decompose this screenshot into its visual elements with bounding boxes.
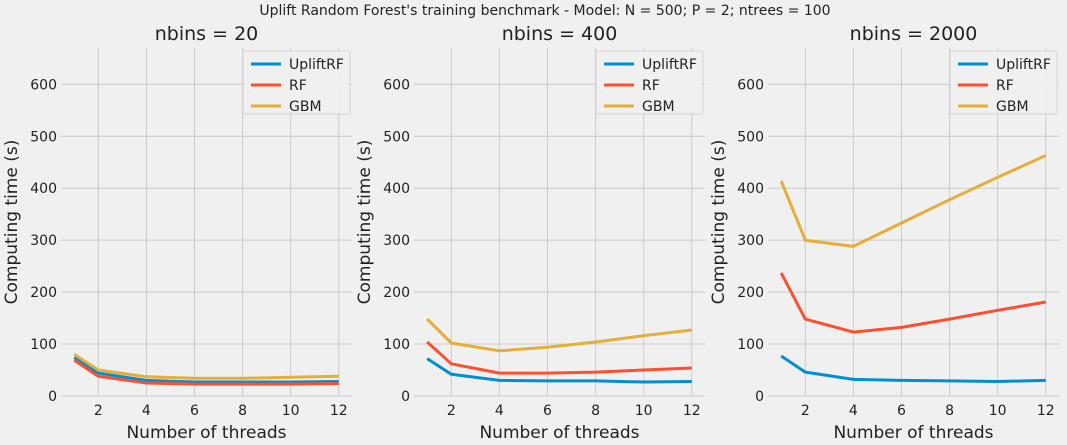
x-tick-label: 10 (282, 403, 300, 419)
x-tick-label: 8 (238, 403, 247, 419)
x-tick-label: 12 (1037, 403, 1055, 419)
y-tick-label: 400 (30, 181, 57, 197)
chart-panel-2: 0 100 200 300 400 500 600 2 4 6 8 10 12 nbins = 400 Nu… (355, 23, 705, 443)
x-axis-label: Number of threads (126, 423, 286, 443)
legend-label-upliftrf: UpliftRF (996, 57, 1051, 73)
y-tick-label: 400 (383, 181, 410, 197)
y-tick-label: 100 (737, 337, 764, 353)
legend-label-rf: RF (289, 78, 307, 94)
series-line-rf (73, 358, 339, 386)
series-line-upliftrf (780, 354, 1046, 383)
x-tick-label: 10 (635, 403, 653, 419)
series-line-gbm (779, 154, 1047, 248)
y-tick-label: 600 (30, 77, 57, 93)
x-axis-label: Number of threads (479, 423, 639, 443)
figure-suptitle: Uplift Random Forest's training benchmar… (259, 3, 830, 19)
y-tick-label: 0 (48, 389, 57, 405)
y-tick-label: 300 (383, 233, 410, 249)
x-tick-label: 8 (591, 403, 600, 419)
x-tick-label: 12 (683, 403, 701, 419)
legend-label-gbm: GBM (642, 99, 675, 115)
chart-panel-3: 0 100 200 300 400 500 600 2 4 6 8 10 12 nbins = 2000 N… (709, 23, 1059, 443)
y-tick-label: 0 (755, 389, 764, 405)
x-tick-label: 2 (447, 403, 456, 419)
y-axis-label: Computing time (s) (2, 140, 22, 305)
legend-label-upliftrf: UpliftRF (642, 57, 697, 73)
y-tick-label: 300 (30, 233, 57, 249)
y-tick-label: 200 (737, 285, 764, 301)
legend: UpliftRF RF GBM (595, 50, 704, 115)
series-line-upliftrf (73, 356, 339, 384)
legend-label-upliftrf: UpliftRF (289, 57, 344, 73)
series-line-rf (779, 272, 1047, 334)
x-tick-label: 4 (849, 403, 858, 419)
series-line-rf (426, 340, 692, 375)
x-tick-label: 2 (94, 403, 103, 419)
chart-title: nbins = 400 (502, 23, 618, 45)
x-tick-label: 10 (989, 403, 1007, 419)
series-line-upliftrf (426, 357, 692, 384)
x-tick-label: 8 (945, 403, 954, 419)
legend-label-gbm: GBM (289, 99, 322, 115)
y-tick-label: 200 (30, 285, 57, 301)
y-tick-label: 0 (401, 389, 410, 405)
legend-box (595, 50, 704, 115)
y-tick-label: 300 (737, 233, 764, 249)
y-tick-label: 100 (383, 337, 410, 353)
y-tick-label: 200 (383, 285, 410, 301)
y-tick-label: 400 (737, 181, 764, 197)
x-tick-label: 12 (330, 403, 348, 419)
y-tick-label: 500 (30, 129, 57, 145)
legend-label-rf: RF (996, 78, 1014, 94)
y-axis-label: Computing time (s) (355, 140, 375, 305)
x-tick-label: 4 (495, 403, 504, 419)
y-axis-label: Computing time (s) (709, 140, 729, 305)
series-line-gbm (426, 318, 692, 353)
chart-title: nbins = 20 (155, 23, 259, 45)
legend: UpliftRF RF GBM (949, 50, 1058, 115)
y-tick-label: 500 (737, 129, 764, 145)
chart-panel-1: 0 100 200 300 400 500 600 2 4 6 8 10 12 nbins = 20 Num… (2, 23, 352, 443)
y-tick-label: 100 (30, 337, 57, 353)
x-tick-label: 6 (543, 403, 552, 419)
legend-box (949, 50, 1058, 115)
legend-label-gbm: GBM (996, 99, 1029, 115)
chart-title: nbins = 2000 (850, 23, 978, 45)
x-tick-label: 6 (897, 403, 906, 419)
legend-box (242, 50, 351, 115)
y-tick-label: 500 (383, 129, 410, 145)
series-line-gbm (73, 353, 339, 380)
legend-label-rf: RF (642, 78, 660, 94)
x-axis-label: Number of threads (833, 423, 993, 443)
legend: UpliftRF RF GBM (242, 50, 351, 115)
x-tick-label: 6 (190, 403, 199, 419)
y-tick-label: 600 (383, 77, 410, 93)
y-tick-label: 600 (737, 77, 764, 93)
x-tick-label: 4 (142, 403, 151, 419)
x-tick-label: 2 (801, 403, 810, 419)
